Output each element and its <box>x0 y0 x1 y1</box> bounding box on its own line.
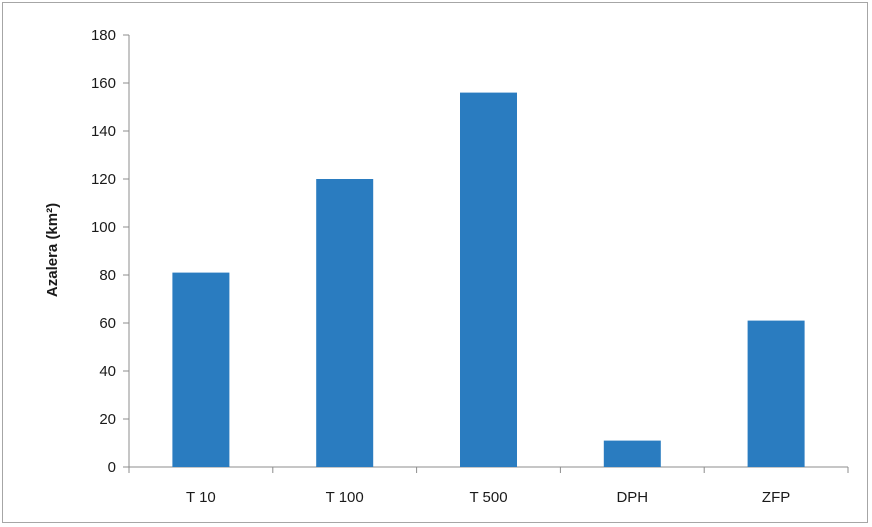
y-axis: 0 20 40 60 80 100 120 140 160 180 <box>91 27 130 476</box>
y-tick-label: 40 <box>99 363 116 380</box>
y-tick-label: 180 <box>91 27 116 44</box>
bar-t-500 <box>460 92 517 467</box>
x-tick-label: T 500 <box>469 489 507 506</box>
y-tick-label: 120 <box>91 171 116 188</box>
y-axis-title: Azalera (km²) <box>44 203 61 297</box>
x-tick-label: DPH <box>616 489 648 506</box>
bar-t-100 <box>316 179 374 467</box>
y-tick-label: 140 <box>91 123 116 140</box>
y-tick-label: 0 <box>108 459 116 476</box>
y-tick-label: 80 <box>99 267 116 284</box>
bars <box>172 92 805 467</box>
x-tick-label: T 100 <box>326 489 364 506</box>
x-tick-label: ZFP <box>762 489 790 506</box>
y-tick-label: 160 <box>91 75 116 92</box>
y-tick-label: 20 <box>99 411 116 428</box>
bar-dph <box>603 440 661 467</box>
x-axis: T 10 T 100 T 500 DPH ZFP <box>128 466 849 506</box>
x-tick-label: T 10 <box>186 489 216 506</box>
y-tick-label: 60 <box>99 315 116 332</box>
y-tick-label: 100 <box>91 219 116 236</box>
bar-t-10 <box>172 272 230 467</box>
bar-zfp <box>747 320 805 467</box>
